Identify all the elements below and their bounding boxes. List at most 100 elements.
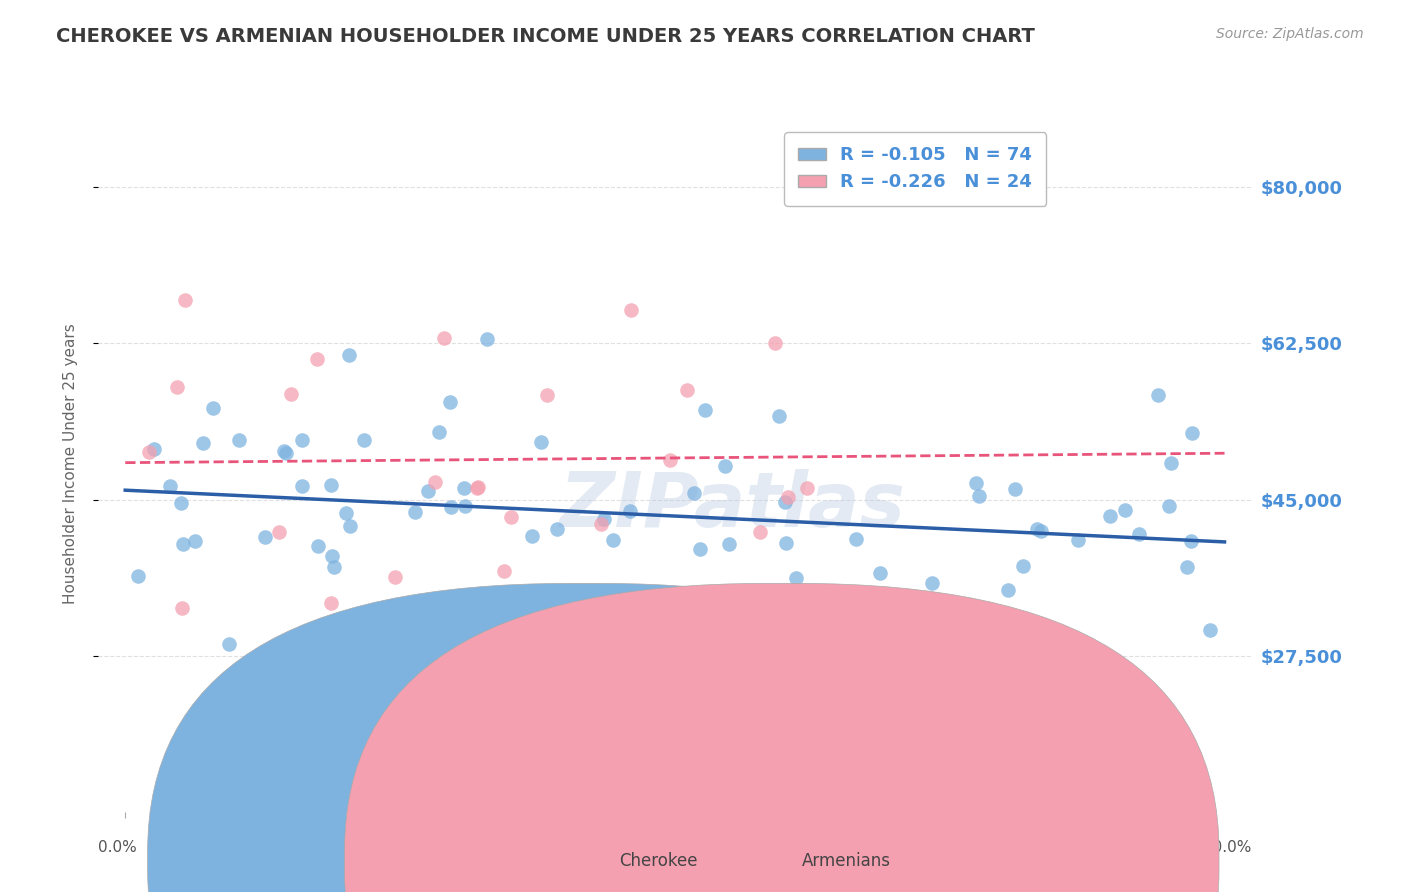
Text: Source: ZipAtlas.com: Source: ZipAtlas.com bbox=[1216, 27, 1364, 41]
Point bbox=[467, 480, 489, 494]
Point bbox=[796, 481, 818, 495]
Point bbox=[1157, 499, 1180, 513]
Point bbox=[997, 583, 1019, 598]
Point bbox=[321, 549, 343, 564]
Point bbox=[1160, 456, 1182, 470]
Point bbox=[662, 615, 685, 629]
Point bbox=[404, 505, 426, 519]
Point bbox=[307, 539, 329, 553]
Point bbox=[202, 401, 225, 416]
Point bbox=[439, 395, 461, 409]
Point bbox=[170, 600, 193, 615]
Point bbox=[1067, 533, 1090, 548]
Point bbox=[1012, 559, 1035, 574]
Text: 0.0%: 0.0% bbox=[98, 839, 138, 855]
Point bbox=[337, 348, 360, 362]
Point bbox=[714, 458, 737, 473]
Point bbox=[967, 489, 990, 503]
Point bbox=[748, 524, 770, 539]
Point bbox=[191, 435, 214, 450]
Point bbox=[170, 496, 193, 510]
Point bbox=[499, 509, 522, 524]
Point bbox=[1181, 426, 1204, 441]
Point bbox=[319, 477, 342, 491]
Point bbox=[775, 535, 797, 549]
Point bbox=[785, 571, 807, 585]
Point bbox=[695, 402, 717, 417]
Point bbox=[291, 434, 314, 448]
Point bbox=[921, 576, 943, 591]
Point bbox=[1031, 524, 1053, 539]
Point bbox=[319, 597, 342, 611]
Point bbox=[619, 503, 641, 517]
Point bbox=[461, 607, 484, 621]
Point bbox=[659, 453, 682, 467]
Point bbox=[789, 699, 811, 714]
Point bbox=[522, 529, 544, 543]
Point bbox=[536, 388, 558, 402]
Point bbox=[718, 536, 741, 550]
Point bbox=[477, 332, 499, 346]
Point bbox=[173, 293, 195, 307]
Point bbox=[138, 444, 160, 458]
Point bbox=[778, 592, 800, 607]
Text: Armenians: Armenians bbox=[801, 852, 890, 870]
Point bbox=[1098, 508, 1121, 523]
Point bbox=[1199, 623, 1222, 637]
Point bbox=[427, 425, 450, 439]
Point bbox=[1128, 526, 1150, 541]
Point bbox=[166, 379, 188, 393]
Legend: R = -0.105   N = 74, R = -0.226   N = 24: R = -0.105 N = 74, R = -0.226 N = 24 bbox=[785, 132, 1046, 206]
Point bbox=[763, 336, 786, 351]
Point bbox=[143, 442, 166, 456]
Point bbox=[465, 481, 488, 495]
Point bbox=[869, 566, 891, 580]
Point bbox=[1114, 502, 1136, 516]
Point bbox=[172, 537, 194, 551]
Point bbox=[218, 637, 240, 651]
Text: Cherokee: Cherokee bbox=[619, 852, 697, 870]
Point bbox=[418, 484, 440, 499]
Text: ZIPatlas: ZIPatlas bbox=[560, 468, 905, 542]
Point bbox=[440, 500, 463, 514]
Point bbox=[682, 486, 704, 500]
Text: CHEROKEE VS ARMENIAN HOUSEHOLDER INCOME UNDER 25 YEARS CORRELATION CHART: CHEROKEE VS ARMENIAN HOUSEHOLDER INCOME … bbox=[56, 27, 1035, 45]
Point bbox=[620, 303, 643, 318]
Point bbox=[280, 387, 302, 401]
Text: 80.0%: 80.0% bbox=[1204, 839, 1251, 855]
Point bbox=[335, 506, 357, 520]
Y-axis label: Householder Income Under 25 years: Householder Income Under 25 years bbox=[63, 324, 77, 604]
Point bbox=[454, 500, 477, 514]
Point bbox=[1175, 560, 1198, 574]
Point bbox=[1026, 522, 1049, 536]
Point bbox=[433, 331, 456, 345]
Point bbox=[546, 522, 568, 536]
Point bbox=[159, 479, 181, 493]
Point bbox=[291, 479, 314, 493]
Point bbox=[127, 569, 149, 583]
Point bbox=[423, 475, 446, 489]
Point bbox=[322, 560, 344, 574]
Point bbox=[384, 570, 406, 584]
Point bbox=[453, 481, 475, 495]
Point bbox=[530, 434, 553, 449]
Point bbox=[228, 433, 250, 447]
Point bbox=[689, 541, 711, 556]
Point bbox=[965, 476, 987, 491]
Point bbox=[274, 446, 297, 460]
Point bbox=[353, 433, 375, 447]
Point bbox=[768, 409, 790, 423]
Point bbox=[273, 444, 295, 458]
Point bbox=[845, 532, 868, 546]
Point bbox=[602, 533, 624, 547]
Point bbox=[776, 490, 799, 504]
Point bbox=[676, 383, 699, 397]
Point bbox=[307, 351, 329, 366]
Point bbox=[773, 495, 796, 509]
Point bbox=[254, 530, 277, 544]
Point bbox=[492, 564, 515, 578]
Point bbox=[1180, 534, 1202, 549]
Point bbox=[339, 519, 361, 533]
Point bbox=[894, 601, 917, 615]
Point bbox=[269, 524, 291, 539]
